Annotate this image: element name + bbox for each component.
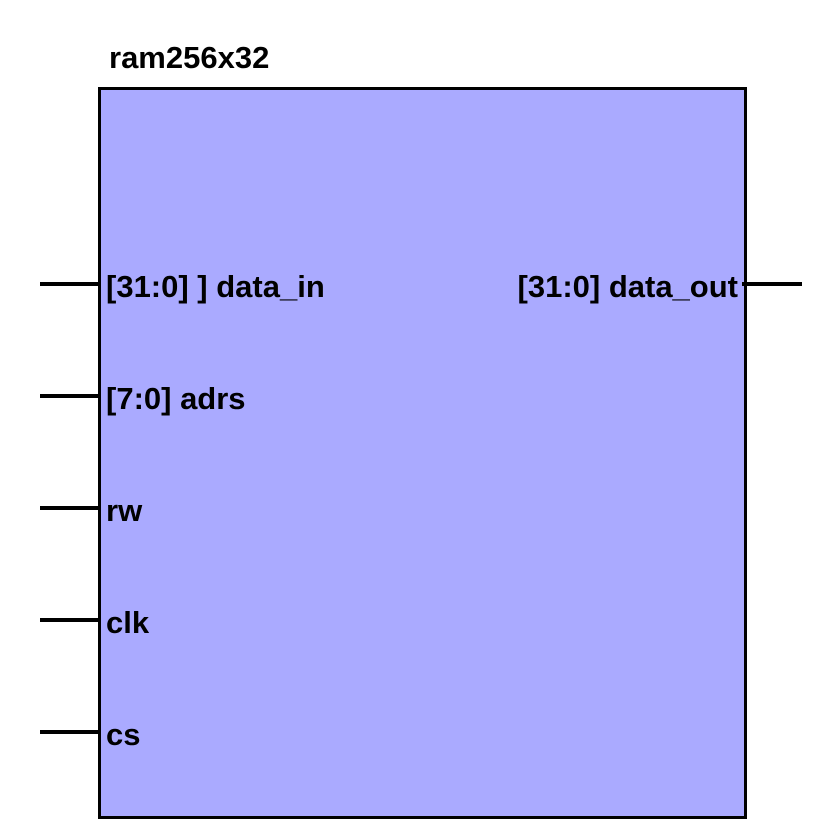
pin-line-data-out	[742, 282, 802, 286]
pin-label-clk: clk	[106, 605, 150, 640]
pin-line-clk	[40, 618, 100, 622]
pin-line-cs	[40, 730, 100, 734]
pin-label-data-out: [31:0] data_out	[517, 269, 738, 304]
pin-label-rw: rw	[106, 493, 143, 528]
pin-line-adrs	[40, 394, 100, 398]
pin-label-adrs: [7:0] adrs	[106, 381, 246, 416]
pin-line-data-in	[40, 282, 100, 286]
block-name: ram256x32	[109, 40, 270, 75]
pin-label-cs: cs	[106, 717, 141, 752]
pin-label-data-in: [31:0] ] data_in	[106, 269, 325, 304]
ram-block	[98, 87, 747, 819]
pin-line-rw	[40, 506, 100, 510]
